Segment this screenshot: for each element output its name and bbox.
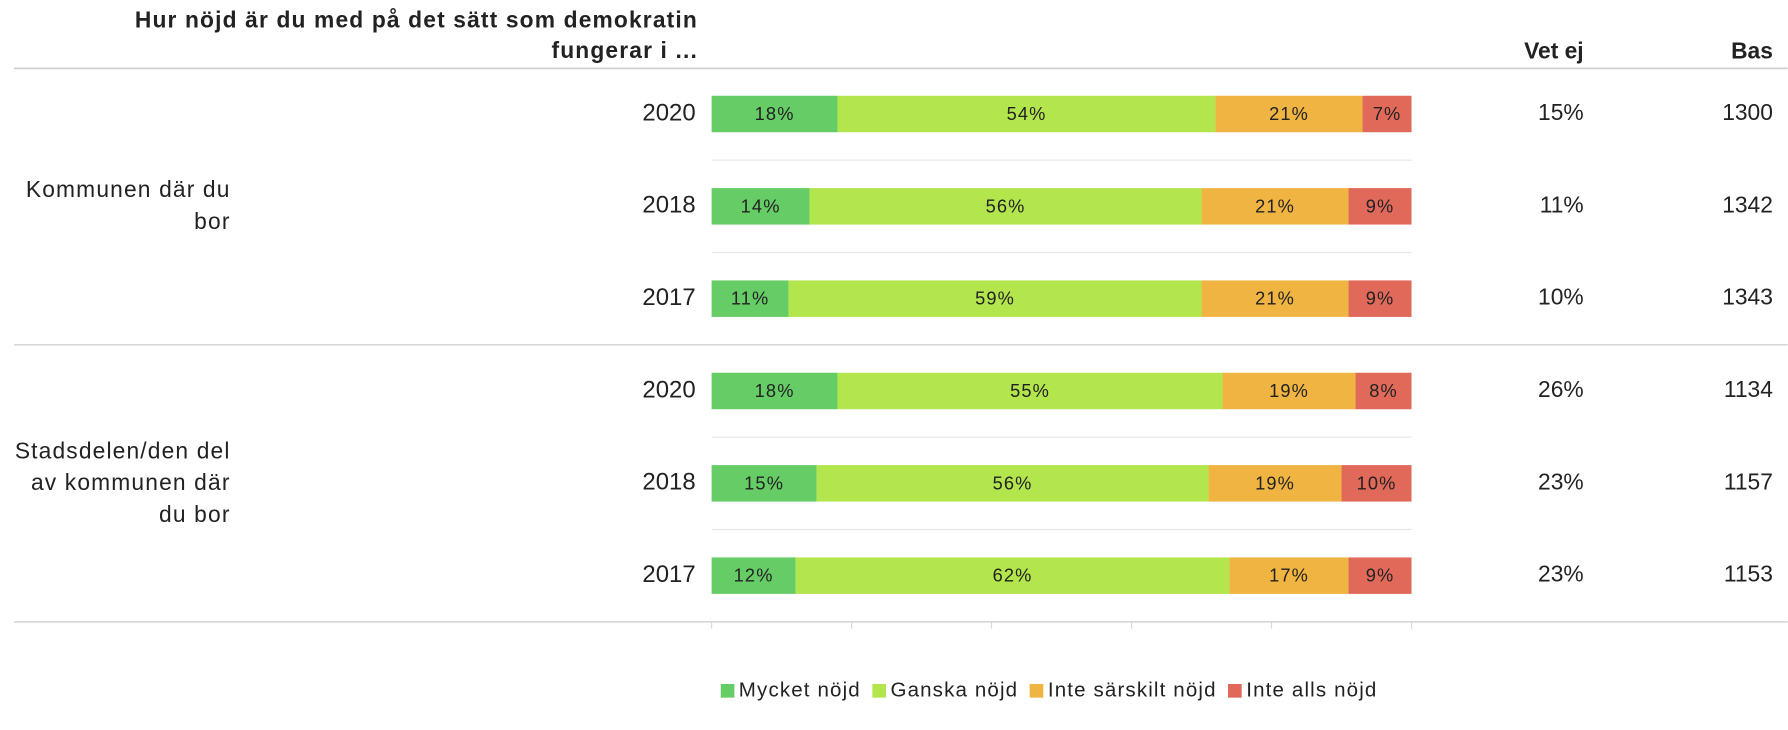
- vet-ej-value: 26%: [1538, 376, 1584, 402]
- bas-value: 1343: [1722, 284, 1773, 310]
- data-label: 62%: [993, 565, 1033, 586]
- legend-items: Mycket nöjd Ganska nöjd Inte särskilt nöjd…: [342, 678, 1787, 702]
- data-label: 59%: [975, 288, 1015, 309]
- data-label: 17%: [1269, 565, 1309, 586]
- data-label: 8%: [1369, 380, 1398, 401]
- group-label: Kommunen där du bor: [25, 177, 231, 235]
- vet-ej-value: 23%: [1538, 561, 1584, 587]
- row-label: 2018: [642, 192, 695, 219]
- data-label: 14%: [741, 195, 781, 216]
- bar-segment: [1229, 557, 1349, 594]
- bar-segment: [809, 188, 1202, 225]
- group-label-box: Kommunen där du bor: [25, 177, 231, 235]
- bas-value: 1134: [1724, 376, 1773, 402]
- column-header: Vet ej: [1524, 37, 1584, 63]
- legend-swatch: [872, 683, 886, 698]
- row-label: 2020: [642, 376, 695, 403]
- bar-segment: [711, 280, 789, 317]
- bar-segment: [1201, 280, 1349, 317]
- bar-segment: [795, 557, 1230, 594]
- group-label-box: Stadsdelen/den del av kommunen där du bo…: [14, 438, 231, 528]
- legend-label: Inte särskilt nöjd: [1047, 678, 1217, 702]
- bas-value: 1342: [1722, 191, 1773, 217]
- bar-segment: [711, 372, 838, 410]
- bar-segment: [1348, 188, 1412, 225]
- chart-title: Hur nöjd är du med på det sätt som demok…: [134, 7, 698, 64]
- legend-item: Mycket nöjd: [720, 678, 861, 702]
- data-label: 56%: [986, 195, 1026, 216]
- bar-segment: [788, 280, 1202, 317]
- data-label: 19%: [1269, 380, 1309, 401]
- data-label: 56%: [993, 472, 1033, 493]
- legend-item: Inte särskilt nöjd: [1029, 678, 1217, 702]
- data-label: 7%: [1373, 103, 1402, 124]
- column-header: Bas: [1731, 37, 1773, 63]
- legend-label: Ganska nöjd: [890, 678, 1019, 702]
- data-label: 55%: [1010, 380, 1050, 401]
- data-label: 10%: [1357, 472, 1397, 493]
- data-label: 54%: [1007, 103, 1047, 124]
- data-label: 9%: [1366, 195, 1395, 216]
- title-box: Hur nöjd är du med på det sätt som demok…: [134, 7, 698, 64]
- bar-segment: [837, 372, 1223, 410]
- vet-ej-value: 15%: [1538, 99, 1584, 125]
- bar-segment: [1201, 188, 1349, 225]
- bar-segment: [837, 95, 1216, 133]
- bar-segment: [1362, 95, 1412, 133]
- legend-swatch: [1029, 683, 1044, 698]
- row-label: 2020: [642, 99, 695, 126]
- legend-item: Inte alls nöjd: [1228, 678, 1377, 702]
- legend-item: Ganska nöjd: [872, 678, 1018, 702]
- legend-swatch: [1228, 683, 1242, 698]
- bar-segment: [711, 557, 796, 594]
- bar-segment: [1222, 372, 1356, 410]
- data-label: 21%: [1269, 103, 1309, 124]
- bar-segment: [1348, 280, 1412, 317]
- row-label: 2017: [642, 561, 695, 588]
- row-label: 2017: [642, 284, 695, 311]
- vet-ej-value: 10%: [1538, 284, 1584, 310]
- data-label: 21%: [1255, 288, 1295, 309]
- vet-ej-value: 11%: [1540, 191, 1584, 217]
- bar-segment: [816, 465, 1209, 502]
- vet-ej-value: 23%: [1538, 468, 1584, 494]
- data-label: 9%: [1366, 288, 1395, 309]
- data-label: 19%: [1255, 472, 1295, 493]
- group-label: Stadsdelen/den del av kommunen där du bo…: [14, 438, 231, 528]
- data-label: 18%: [755, 103, 795, 124]
- data-label: 12%: [734, 565, 774, 586]
- bar-segment: [711, 188, 810, 225]
- legend-swatch: [720, 683, 735, 698]
- legend: Mycket nöjd Ganska nöjd Inte särskilt nöjd…: [342, 678, 1787, 702]
- data-label: 15%: [744, 472, 784, 493]
- bar-segment: [711, 95, 838, 133]
- legend-label: Inte alls nöjd: [1246, 678, 1378, 702]
- data-label: 11%: [731, 288, 770, 309]
- row-label: 2018: [642, 469, 695, 496]
- data-label: 18%: [755, 380, 795, 401]
- bar-segment: [1355, 372, 1412, 410]
- bas-value: 1300: [1722, 99, 1773, 125]
- data-label: 21%: [1255, 195, 1295, 216]
- bar-segment: [1215, 95, 1363, 133]
- bas-value: 1153: [1724, 561, 1773, 587]
- bar-segment: [1208, 465, 1342, 502]
- legend-label: Mycket nöjd: [738, 678, 861, 702]
- bas-value: 1157: [1724, 468, 1773, 494]
- data-label: 9%: [1366, 565, 1395, 586]
- bar-segment: [1348, 557, 1412, 594]
- bar-segment: [711, 465, 817, 502]
- bar-segment: [1341, 465, 1412, 502]
